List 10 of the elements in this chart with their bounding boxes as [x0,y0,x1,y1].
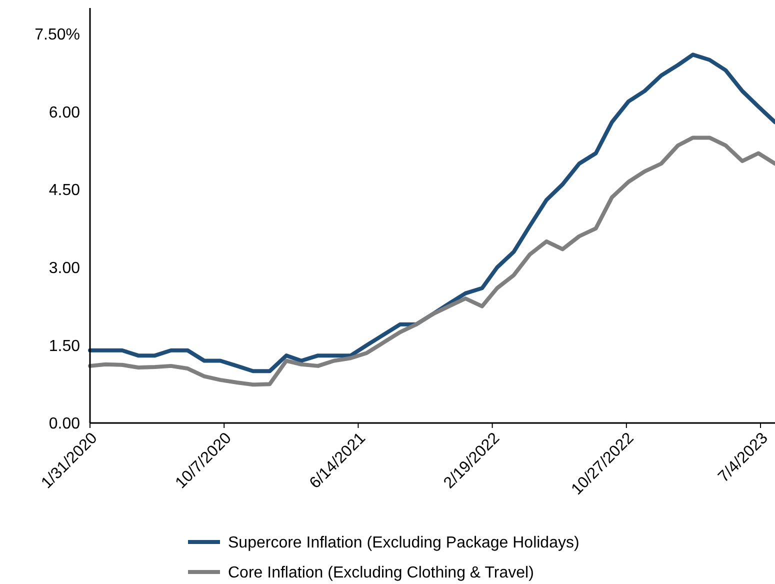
legend-label: Core Inflation (Excluding Clothing & Travel) [228,564,534,582]
y-tick-label: 4.50 [48,182,80,200]
line-series [88,136,775,387]
y-tick-label: 3.00 [48,260,80,277]
line-series [88,52,775,374]
y-tick-label: 1.50 [48,338,80,355]
y-tick-label: 0.00 [48,416,80,433]
y-tick-label: 6.00 [48,104,80,122]
legend-label: Supercore Inflation (Excluding Package Holidays) [228,534,580,552]
y-tick-label: 7.50% [34,26,80,44]
